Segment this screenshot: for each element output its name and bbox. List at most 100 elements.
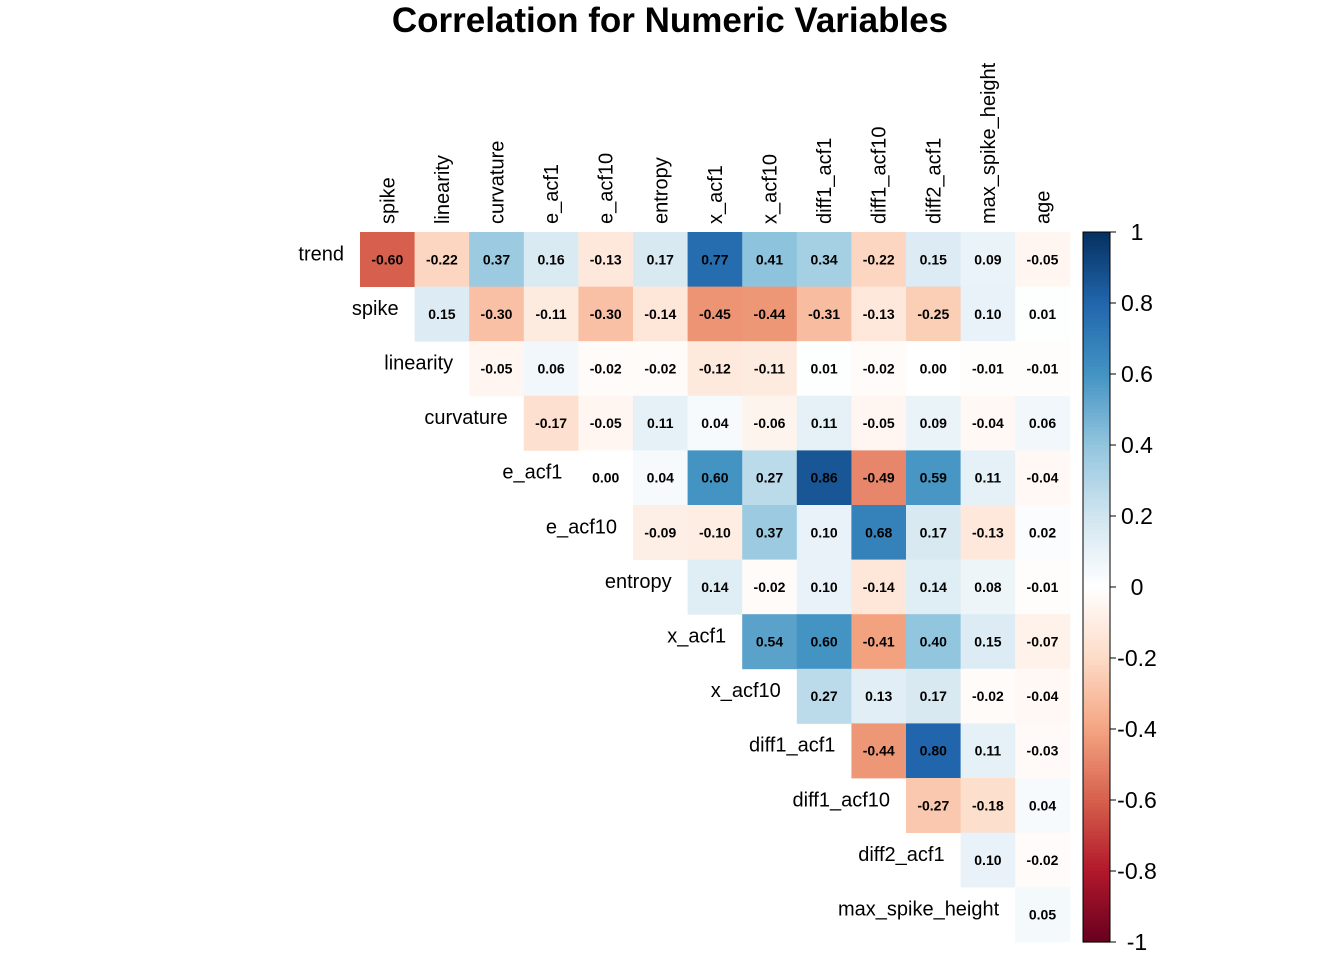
cell-value-label: -0.05 bbox=[590, 415, 622, 431]
colorbar-segment bbox=[1083, 437, 1110, 443]
heatmap-cell bbox=[742, 559, 798, 615]
heatmap-cell bbox=[906, 778, 961, 833]
cell-value-label: 0.08 bbox=[974, 579, 1001, 595]
heatmap-cell bbox=[796, 505, 852, 560]
colorbar-segment bbox=[1083, 824, 1110, 829]
heatmap-cell bbox=[742, 450, 798, 506]
row-label: x_acf1 bbox=[667, 626, 726, 648]
colorbar-segment bbox=[1083, 920, 1110, 925]
heatmap-cell bbox=[523, 341, 579, 397]
colorbar-segment bbox=[1083, 416, 1110, 421]
cell-value-label: -0.02 bbox=[1027, 852, 1059, 868]
colorbar-segment bbox=[1083, 569, 1110, 574]
cell-value-label: -0.11 bbox=[536, 306, 567, 322]
cell-value-label: 0.10 bbox=[810, 579, 837, 595]
colorbar-segment bbox=[1083, 775, 1110, 780]
column-label: x_acf1 bbox=[705, 165, 727, 224]
colorbar-segment bbox=[1083, 693, 1110, 698]
colorbar-segment bbox=[1083, 579, 1110, 585]
heatmap-cell bbox=[851, 668, 907, 724]
cell-value-label: -0.05 bbox=[1027, 251, 1059, 267]
cell-value-label: 0.10 bbox=[974, 306, 1001, 322]
colorbar-segment bbox=[1083, 668, 1110, 673]
cell-value-label: -0.41 bbox=[863, 634, 895, 650]
column-label: curvature bbox=[487, 141, 509, 224]
heatmap-cell bbox=[578, 286, 634, 342]
heatmap-cell bbox=[960, 559, 1016, 615]
colorbar-tick-label: 0.2 bbox=[1121, 503, 1153, 529]
cell-value-label: -0.02 bbox=[590, 361, 622, 377]
heatmap-cell bbox=[1015, 395, 1071, 451]
colorbar-segment bbox=[1083, 814, 1110, 819]
cell-value-label: 0.37 bbox=[756, 524, 783, 540]
cell-value-label: 0.09 bbox=[920, 415, 947, 431]
cell-value-label: 0.54 bbox=[756, 634, 783, 650]
cell-value-label: -0.09 bbox=[644, 524, 676, 540]
colorbar-segment bbox=[1083, 718, 1110, 723]
cell-value-label: 0.04 bbox=[1029, 797, 1056, 813]
colorbar-segment bbox=[1083, 654, 1110, 659]
cell-value-label: 0.68 bbox=[865, 524, 892, 540]
cell-value-label: -0.18 bbox=[972, 797, 1004, 813]
colorbar-segment bbox=[1083, 420, 1110, 425]
cell-value-label: -0.22 bbox=[426, 251, 458, 267]
colorbar-segment bbox=[1083, 249, 1110, 254]
colorbar-segment bbox=[1083, 800, 1110, 805]
colorbar-segment bbox=[1083, 256, 1110, 261]
colorbar-segment bbox=[1083, 526, 1110, 531]
colorbar-segment bbox=[1083, 924, 1110, 929]
cell-value-label: -0.12 bbox=[699, 361, 731, 377]
cell-value-label: -0.06 bbox=[754, 415, 786, 431]
colorbar-segment bbox=[1083, 831, 1110, 837]
column-label: e_acf1 bbox=[541, 164, 563, 224]
colorbar-segment bbox=[1083, 331, 1110, 336]
cell-value-label: 0.60 bbox=[701, 470, 728, 486]
cell-value-label: -0.10 bbox=[699, 524, 731, 540]
colorbar-segment bbox=[1083, 391, 1110, 396]
cell-value-label: -0.02 bbox=[863, 361, 895, 377]
colorbar-segment bbox=[1083, 317, 1110, 322]
colorbar-segment bbox=[1083, 558, 1110, 563]
colorbar-segment bbox=[1083, 782, 1110, 787]
heatmap-cell bbox=[796, 450, 852, 506]
colorbar-segment bbox=[1083, 366, 1110, 372]
colorbar-segment bbox=[1083, 729, 1110, 734]
colorbar-segment bbox=[1083, 310, 1110, 315]
colorbar-segment bbox=[1083, 743, 1110, 748]
cell-value-label: 0.15 bbox=[428, 306, 455, 322]
colorbar-segment bbox=[1083, 846, 1110, 851]
colorbar-segment bbox=[1083, 356, 1110, 361]
heatmap-cell bbox=[796, 341, 852, 397]
cell-value-label: 0.34 bbox=[810, 251, 837, 267]
colorbar-segment bbox=[1083, 636, 1110, 641]
colorbar-segment bbox=[1083, 697, 1110, 702]
cell-value-label: 0.04 bbox=[701, 415, 728, 431]
column-labels: spike linearity curvature e_acf1 e_acf10 entr… bbox=[377, 62, 1054, 224]
colorbar-segment bbox=[1083, 583, 1110, 588]
colorbar-segment bbox=[1083, 523, 1110, 528]
column-label: spike bbox=[377, 177, 399, 224]
heatmap-cells: -0.60 -0.22 0.37 0.16 -0.13 0.17 0.77 0.41 0.34 -… bbox=[360, 232, 1071, 943]
colorbar-segment bbox=[1083, 516, 1110, 521]
colorbar-segment bbox=[1083, 658, 1110, 663]
colorbar-segment bbox=[1083, 590, 1110, 595]
colorbar-segment bbox=[1083, 239, 1110, 244]
colorbar-segment bbox=[1083, 927, 1110, 932]
heatmap-cell bbox=[796, 668, 852, 724]
colorbar-segment bbox=[1083, 505, 1110, 510]
colorbar-segment bbox=[1083, 232, 1110, 237]
colorbar-segment bbox=[1083, 402, 1110, 407]
colorbar-segment bbox=[1083, 313, 1110, 318]
heatmap-cell bbox=[414, 286, 470, 342]
heatmap-cell bbox=[851, 232, 907, 287]
heatmap-cell bbox=[633, 232, 688, 287]
heatmap-cell bbox=[578, 395, 634, 451]
colorbar-segment bbox=[1083, 288, 1110, 293]
cell-value-label: -0.02 bbox=[754, 579, 786, 595]
colorbar-legend: 1 0.8 0.6 0.4 0.2 0 -0.2 -0.4 -0.6 -0.8 -1 bbox=[1082, 219, 1157, 955]
cell-value-label: 0.10 bbox=[974, 852, 1001, 868]
cell-value-label: -0.14 bbox=[644, 306, 676, 322]
heatmap-cell bbox=[906, 723, 961, 779]
colorbar-segment bbox=[1083, 856, 1110, 861]
